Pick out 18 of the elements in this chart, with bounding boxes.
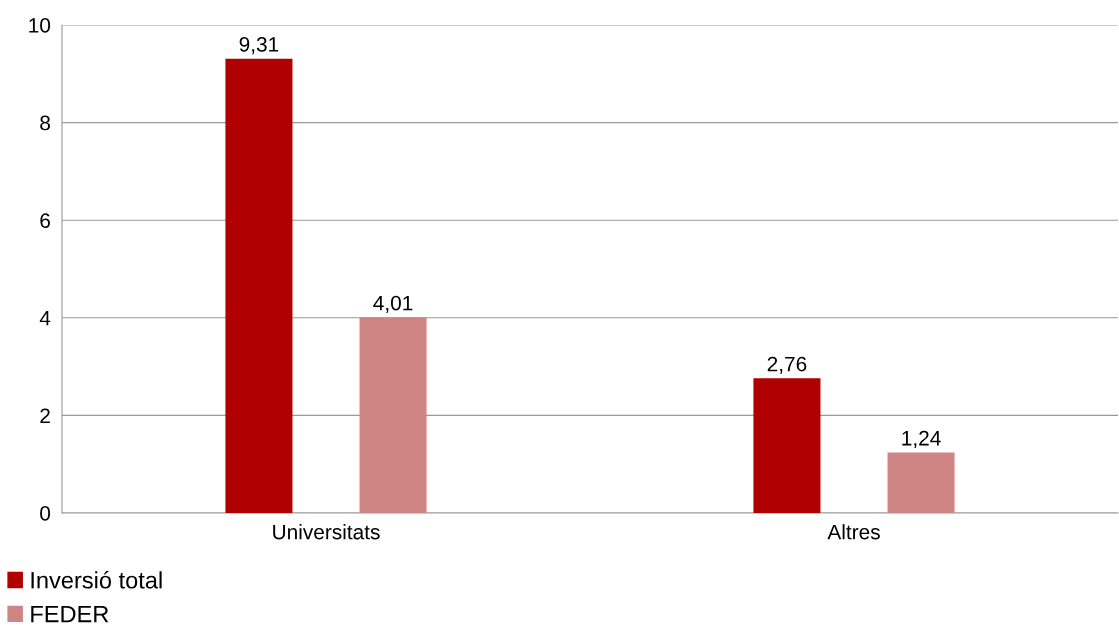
y-tick-label: 8 bbox=[40, 115, 50, 131]
data-label: 2,76 bbox=[767, 356, 807, 374]
y-tick-label: 2 bbox=[40, 408, 50, 423]
data-label: 9,31 bbox=[239, 37, 279, 55]
y-tick-label: 0 bbox=[40, 506, 51, 521]
y-tick-label: 10 bbox=[29, 18, 51, 33]
bar bbox=[359, 317, 427, 513]
legend-label: FEDER bbox=[31, 605, 109, 623]
bar bbox=[887, 452, 955, 513]
legend-label: Inversió total bbox=[31, 570, 162, 589]
bar bbox=[225, 58, 293, 513]
y-tick-label: 6 bbox=[40, 213, 50, 228]
data-label: 4,01 bbox=[373, 295, 413, 313]
x-tick-label: Universitats bbox=[273, 524, 380, 540]
bar bbox=[753, 378, 821, 513]
x-tick-label: Altres bbox=[827, 524, 880, 540]
y-tick-label: 4 bbox=[39, 311, 51, 326]
data-label: 1,24 bbox=[902, 430, 941, 449]
